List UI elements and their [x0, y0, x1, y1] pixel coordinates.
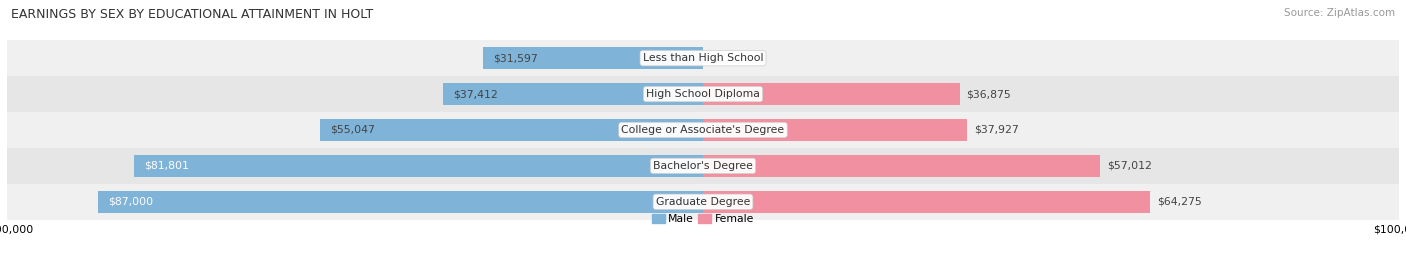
Text: $55,047: $55,047: [330, 125, 375, 135]
Text: $81,801: $81,801: [145, 161, 188, 171]
Bar: [134, 155, 703, 177]
Text: Graduate Degree: Graduate Degree: [655, 197, 751, 207]
Bar: [7, 76, 1399, 112]
Bar: [7, 112, 1399, 148]
Text: Bachelor's Degree: Bachelor's Degree: [652, 161, 754, 171]
Text: $37,412: $37,412: [453, 89, 498, 99]
Text: $0: $0: [710, 53, 724, 63]
Bar: [484, 47, 703, 69]
Text: College or Associate's Degree: College or Associate's Degree: [621, 125, 785, 135]
Bar: [321, 119, 703, 141]
Text: $64,275: $64,275: [1157, 197, 1202, 207]
Text: $36,875: $36,875: [966, 89, 1011, 99]
Bar: [703, 83, 960, 105]
Text: EARNINGS BY SEX BY EDUCATIONAL ATTAINMENT IN HOLT: EARNINGS BY SEX BY EDUCATIONAL ATTAINMEN…: [11, 8, 374, 21]
Text: High School Diploma: High School Diploma: [647, 89, 759, 99]
Bar: [443, 83, 703, 105]
Text: $87,000: $87,000: [108, 197, 153, 207]
Bar: [7, 184, 1399, 220]
Text: $37,927: $37,927: [974, 125, 1019, 135]
Legend: Male, Female: Male, Female: [648, 210, 758, 229]
Text: $31,597: $31,597: [494, 53, 538, 63]
Text: Less than High School: Less than High School: [643, 53, 763, 63]
Bar: [97, 191, 703, 213]
Bar: [703, 119, 967, 141]
Bar: [703, 155, 1099, 177]
Text: $57,012: $57,012: [1107, 161, 1152, 171]
Bar: [7, 40, 1399, 76]
Bar: [703, 191, 1150, 213]
Text: Source: ZipAtlas.com: Source: ZipAtlas.com: [1284, 8, 1395, 18]
Bar: [7, 148, 1399, 184]
